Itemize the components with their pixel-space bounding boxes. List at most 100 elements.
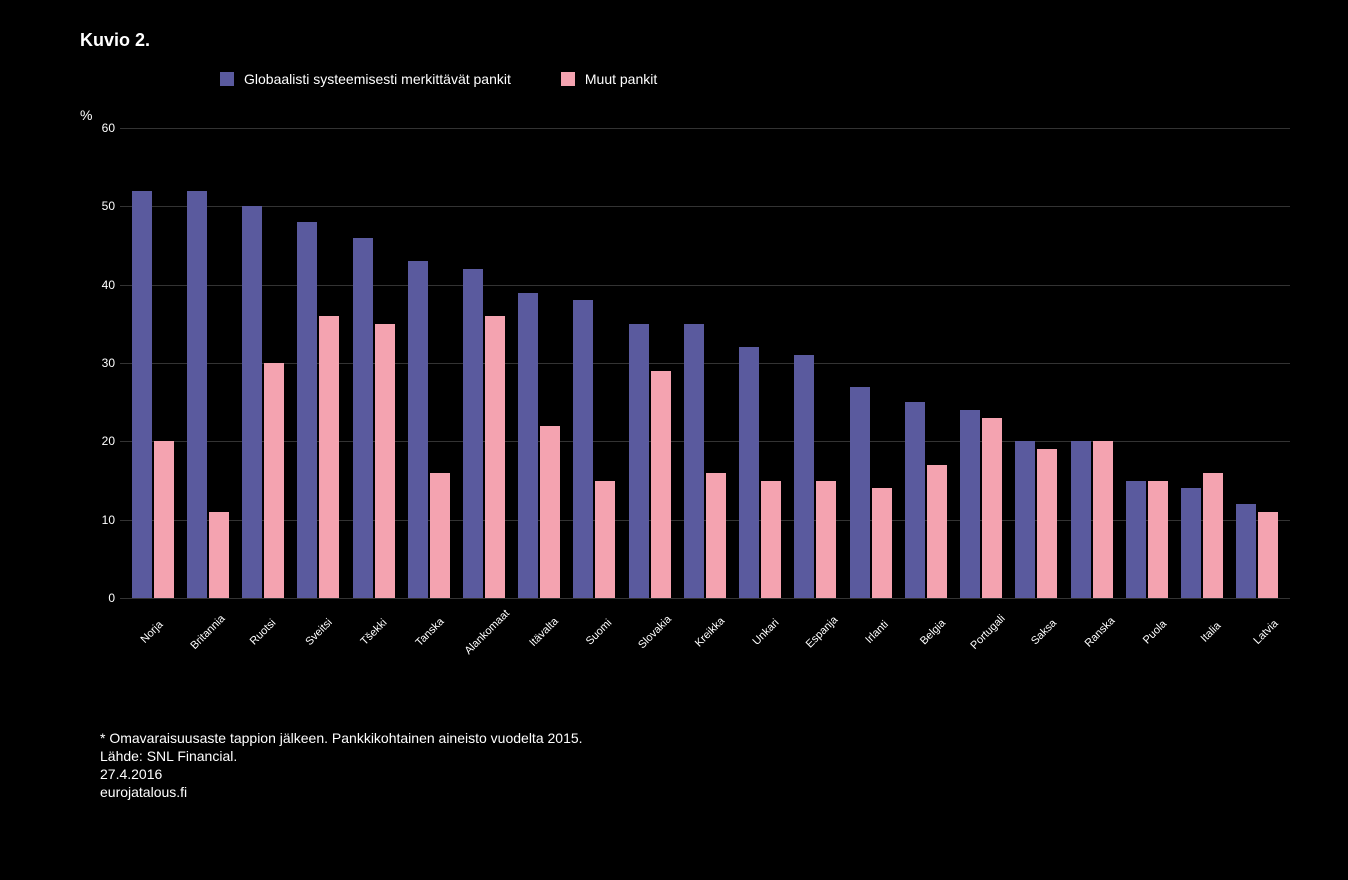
footer: * Omavaraisuusaste tappion jälkeen. Pank… bbox=[100, 730, 1330, 800]
x-label: Tanska bbox=[406, 608, 454, 656]
bar-series-1 bbox=[540, 426, 560, 598]
bar-series-0 bbox=[573, 300, 593, 598]
footer-site: eurojatalous.fi bbox=[100, 784, 1330, 800]
bar-series-1 bbox=[816, 481, 836, 599]
x-label: Norja bbox=[128, 608, 176, 656]
bar-series-0 bbox=[463, 269, 483, 598]
x-label: Itävalta bbox=[520, 608, 568, 656]
x-label: Italia bbox=[1187, 608, 1235, 656]
y-tick: 0 bbox=[108, 591, 115, 605]
legend-item-0: Globaalisti systeemisesti merkittävät pa… bbox=[220, 71, 511, 87]
bar-series-1 bbox=[264, 363, 284, 598]
bar-group bbox=[401, 128, 456, 598]
y-axis-title: % bbox=[80, 107, 1310, 123]
legend-item-1: Muut pankit bbox=[561, 71, 657, 87]
bar-group bbox=[1174, 128, 1229, 598]
bar-series-1 bbox=[595, 481, 615, 599]
bar-series-1 bbox=[651, 371, 671, 598]
bar-series-0 bbox=[1236, 504, 1256, 598]
bar-series-0 bbox=[187, 191, 207, 598]
bar-series-0 bbox=[132, 191, 152, 598]
bar-series-0 bbox=[1126, 481, 1146, 599]
bar-group bbox=[788, 128, 843, 598]
y-tick: 60 bbox=[102, 121, 115, 135]
x-label: Kreikka bbox=[687, 608, 735, 656]
x-label: Suomi bbox=[575, 608, 623, 656]
bar-series-1 bbox=[485, 316, 505, 598]
bar-group bbox=[898, 128, 953, 598]
x-label: Ruotsi bbox=[239, 608, 287, 656]
bar-series-0 bbox=[297, 222, 317, 598]
bar-series-0 bbox=[1015, 441, 1035, 598]
bar-series-1 bbox=[1203, 473, 1223, 598]
x-label: Slovakia bbox=[631, 608, 679, 656]
bar-series-0 bbox=[960, 410, 980, 598]
bar-series-0 bbox=[629, 324, 649, 598]
x-label: Latvia bbox=[1243, 608, 1291, 656]
plot-area: 0102030405060 bbox=[120, 128, 1290, 598]
bar-group bbox=[622, 128, 677, 598]
bar-group bbox=[1119, 128, 1174, 598]
chart-container: Kuvio 2. Globaalisti systeemisesti merki… bbox=[80, 30, 1310, 850]
chart-title: Kuvio 2. bbox=[80, 30, 1310, 51]
bar-group bbox=[456, 128, 511, 598]
bar-series-0 bbox=[905, 402, 925, 598]
y-tick: 30 bbox=[102, 356, 115, 370]
x-label: Puola bbox=[1131, 608, 1179, 656]
bar-group bbox=[1064, 128, 1119, 598]
bar-series-1 bbox=[1037, 449, 1057, 598]
footer-date: 27.4.2016 bbox=[100, 766, 1330, 782]
bar-series-1 bbox=[1258, 512, 1278, 598]
x-label: Unkari bbox=[742, 608, 790, 656]
bar-group bbox=[1009, 128, 1064, 598]
bar-group bbox=[1230, 128, 1285, 598]
x-label: Alankomaat bbox=[462, 607, 512, 657]
legend-marker-1 bbox=[561, 72, 575, 86]
bar-group bbox=[567, 128, 622, 598]
bar-group bbox=[954, 128, 1009, 598]
bar-series-0 bbox=[794, 355, 814, 598]
bar-group bbox=[512, 128, 567, 598]
bar-series-0 bbox=[850, 387, 870, 599]
bar-series-1 bbox=[761, 481, 781, 599]
x-label: Espanja bbox=[798, 608, 846, 656]
bar-series-1 bbox=[927, 465, 947, 598]
legend-label-0: Globaalisti systeemisesti merkittävät pa… bbox=[244, 71, 511, 87]
bar-group bbox=[125, 128, 180, 598]
y-tick: 20 bbox=[102, 434, 115, 448]
bar-series-1 bbox=[872, 488, 892, 598]
legend: Globaalisti systeemisesti merkittävät pa… bbox=[220, 71, 1310, 87]
bar-group bbox=[733, 128, 788, 598]
y-axis: 0102030405060 bbox=[80, 128, 120, 598]
bar-group bbox=[180, 128, 235, 598]
bar-series-1 bbox=[706, 473, 726, 598]
y-tick: 40 bbox=[102, 278, 115, 292]
legend-label-1: Muut pankit bbox=[585, 71, 657, 87]
x-label: Tšekki bbox=[351, 608, 399, 656]
bar-series-0 bbox=[1181, 488, 1201, 598]
x-label: Belgia bbox=[909, 608, 957, 656]
x-label: Sveitsi bbox=[295, 608, 343, 656]
bar-series-0 bbox=[518, 293, 538, 599]
bar-series-0 bbox=[739, 347, 759, 598]
bar-series-1 bbox=[154, 441, 174, 598]
x-label: Saksa bbox=[1020, 608, 1068, 656]
bar-series-1 bbox=[375, 324, 395, 598]
bar-series-1 bbox=[209, 512, 229, 598]
bar-group bbox=[291, 128, 346, 598]
bar-series-0 bbox=[684, 324, 704, 598]
bar-series-0 bbox=[353, 238, 373, 598]
bar-group bbox=[677, 128, 732, 598]
bar-series-0 bbox=[242, 206, 262, 598]
bars-container bbox=[120, 128, 1290, 598]
bar-series-1 bbox=[319, 316, 339, 598]
y-tick: 50 bbox=[102, 199, 115, 213]
footer-note: * Omavaraisuusaste tappion jälkeen. Pank… bbox=[100, 730, 1330, 746]
legend-marker-0 bbox=[220, 72, 234, 86]
y-tick: 10 bbox=[102, 513, 115, 527]
bar-series-0 bbox=[1071, 441, 1091, 598]
bar-group bbox=[235, 128, 290, 598]
bar-series-1 bbox=[1148, 481, 1168, 599]
footer-source: Lähde: SNL Financial. bbox=[100, 748, 1330, 764]
x-label: Britannia bbox=[184, 608, 232, 656]
